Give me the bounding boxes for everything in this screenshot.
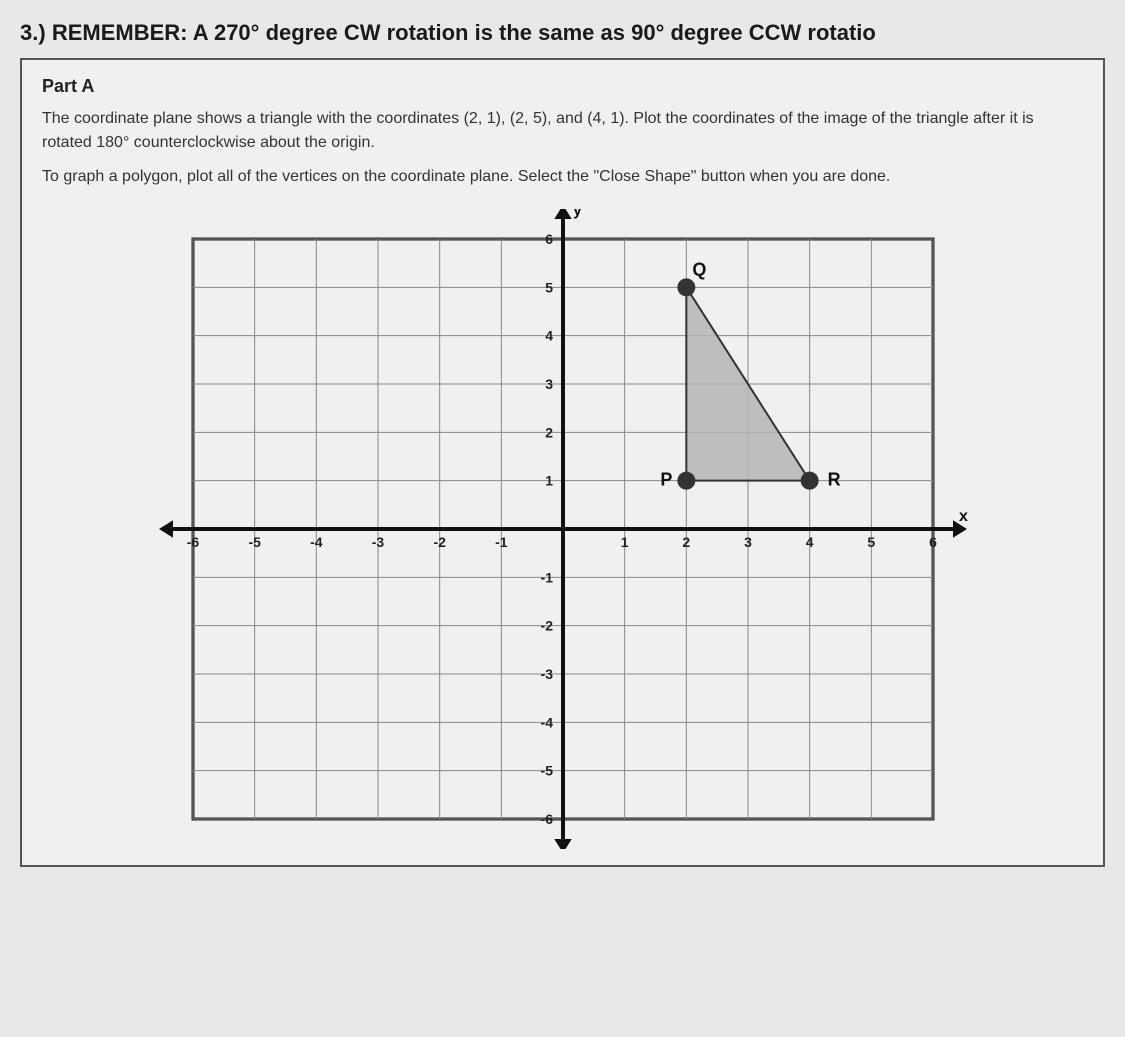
header-text: REMEMBER: A 270° degree CW rotation is t…	[52, 20, 876, 45]
question-header: 3.) REMEMBER: A 270° degree CW rotation …	[20, 20, 1105, 46]
description-1: The coordinate plane shows a triangle wi…	[42, 107, 1083, 155]
svg-text:y: y	[573, 209, 582, 219]
svg-text:-3: -3	[371, 534, 384, 550]
svg-text:2: 2	[682, 534, 690, 550]
svg-text:R: R	[827, 470, 840, 490]
problem-box: Part A The coordinate plane shows a tria…	[20, 58, 1105, 867]
svg-text:P: P	[660, 470, 672, 490]
svg-text:Q: Q	[692, 259, 706, 279]
svg-text:4: 4	[805, 534, 813, 550]
question-number: 3.)	[20, 20, 46, 45]
coordinate-plane: -6 -5 -4 -3 -2 -1 1 2 3 4 5 6 -6 -5 -4 -3 -2 -1 1 2 3 4 5 6 y x P Q…	[153, 209, 973, 849]
svg-text:-1: -1	[495, 534, 508, 550]
svg-text:-2: -2	[540, 618, 553, 634]
svg-text:-2: -2	[433, 534, 446, 550]
worksheet-page: 3.) REMEMBER: A 270° degree CW rotation …	[20, 20, 1105, 867]
svg-text:-4: -4	[540, 714, 553, 730]
svg-text:-4: -4	[310, 534, 323, 550]
svg-text:2: 2	[545, 424, 553, 440]
svg-text:6: 6	[545, 231, 553, 247]
svg-text:-6: -6	[540, 811, 553, 827]
svg-text:-5: -5	[248, 534, 261, 550]
svg-text:3: 3	[744, 534, 752, 550]
svg-text:-6: -6	[186, 534, 199, 550]
svg-text:x: x	[959, 508, 968, 525]
part-label: Part A	[42, 76, 1083, 97]
svg-text:1: 1	[545, 473, 553, 489]
description-2: To graph a polygon, plot all of the vert…	[42, 165, 1083, 189]
svg-text:5: 5	[545, 279, 553, 295]
svg-text:6: 6	[929, 534, 937, 550]
svg-text:-1: -1	[540, 569, 553, 585]
svg-text:-3: -3	[540, 666, 553, 682]
graph-container: -6 -5 -4 -3 -2 -1 1 2 3 4 5 6 -6 -5 -4 -3 -2 -1 1 2 3 4 5 6 y x P Q…	[42, 209, 1083, 849]
svg-text:1: 1	[620, 534, 628, 550]
svg-text:3: 3	[545, 376, 553, 392]
svg-text:4: 4	[545, 328, 553, 344]
svg-text:-5: -5	[540, 763, 553, 779]
svg-text:5: 5	[867, 534, 875, 550]
